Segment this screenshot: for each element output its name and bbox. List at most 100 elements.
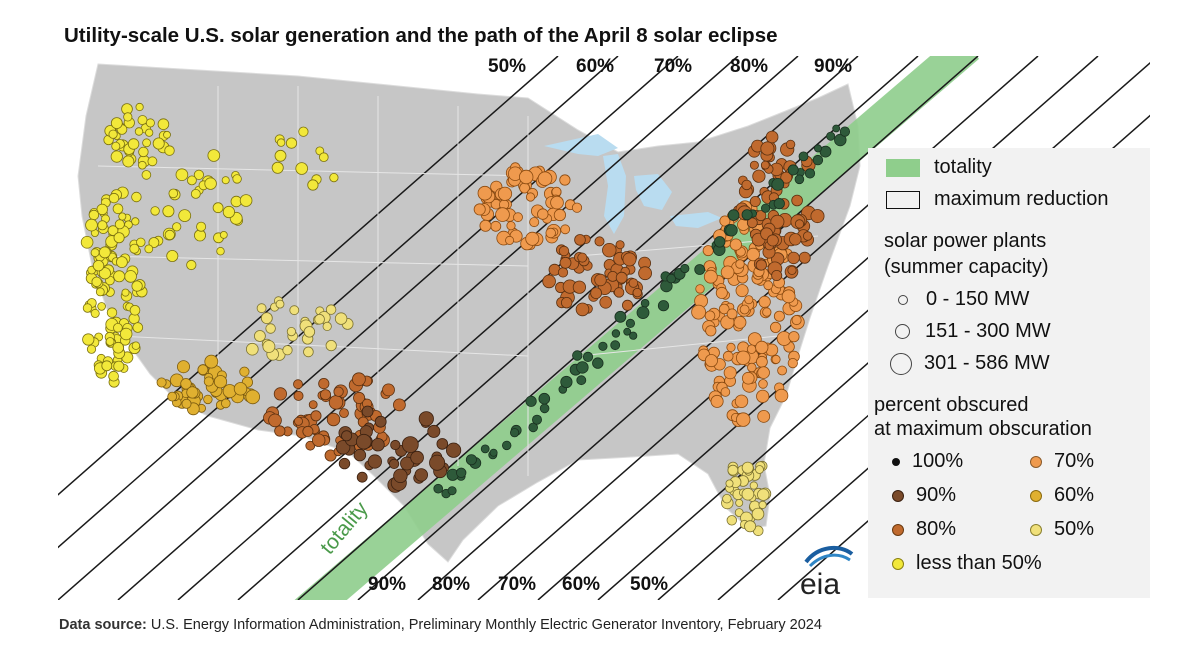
solar-plant-dot (113, 360, 125, 372)
solar-plant-dot (774, 388, 789, 403)
solar-plant-dot (594, 273, 607, 287)
solar-plant-dot (108, 192, 120, 204)
solar-plant-dot (509, 428, 520, 438)
solar-plant-dot (289, 305, 300, 316)
solar-plant-dot (465, 454, 477, 466)
solar-plant-dot (136, 237, 146, 248)
solar-plant-dot (739, 304, 750, 315)
solar-plant-dot (528, 422, 539, 433)
solar-plant-dot (741, 209, 753, 221)
solar-plant-dot (246, 342, 259, 356)
solar-plant-dot (436, 438, 449, 450)
solar-plant-dot (725, 224, 738, 237)
solar-plant-dot (371, 438, 385, 452)
solar-plant-dot (148, 237, 160, 248)
solar-plant-dot (723, 366, 737, 380)
solar-plant-dot (695, 284, 705, 294)
solar-plant-dot (382, 383, 395, 397)
solar-plant-dot (553, 208, 566, 222)
solar-plant-dot (749, 481, 758, 490)
solar-plant-dot (97, 302, 106, 311)
solar-plant-dot (116, 256, 128, 269)
solar-plant-dot (326, 412, 341, 427)
solar-plant-dot (781, 289, 796, 304)
solar-plant-dot (769, 321, 782, 333)
solar-plant-dot (303, 326, 316, 338)
solar-plant-dot (88, 209, 100, 221)
bottom-label-50: 50% (630, 574, 669, 595)
solar-plant-dot (735, 259, 745, 269)
solar-plant-dot (456, 467, 467, 479)
solar-plant-dot (575, 302, 590, 317)
solar-plant-dot (622, 299, 634, 311)
solar-plant-dot (741, 371, 755, 385)
solar-plant-dot (771, 269, 783, 281)
solar-plant-dot (97, 220, 108, 231)
solar-plant-dot (273, 387, 287, 401)
solar-plant-dot (108, 370, 119, 382)
solar-plant-dot (628, 278, 639, 288)
solar-plant-dot (90, 248, 100, 258)
eclipse-map: totality 50% 60% 70% 80% 90% 90% 80% 70%… (58, 56, 1150, 600)
max-reduction-line (58, 56, 559, 496)
legend-pct-title-1: percent obscured (874, 394, 1029, 416)
solar-plant-dot (101, 360, 113, 372)
solar-plant-dot (749, 195, 761, 207)
solar-plant-dot (537, 171, 553, 186)
solar-plant-dot (770, 214, 785, 229)
solar-plant-dot (766, 234, 779, 247)
bottom-label-70: 70% (498, 574, 537, 595)
solar-plant-dot (186, 386, 199, 399)
size-small-symbol (898, 294, 908, 305)
solar-plant-dot (131, 217, 140, 226)
solar-plant-dot (760, 141, 775, 156)
solar-plant-dot (204, 177, 217, 190)
pct-60-symbol (1030, 489, 1042, 502)
solar-plant-dot (804, 168, 816, 179)
solar-plant-dot (741, 179, 752, 191)
solar-plant-dot (632, 287, 643, 298)
solar-plant-dot (666, 273, 676, 284)
bottom-label-90: 90% (368, 574, 407, 595)
solar-plant-dot (787, 357, 798, 369)
solar-plant-dot (85, 218, 98, 232)
solar-plant-dot (113, 322, 123, 333)
solar-plant-dot (80, 236, 94, 249)
solar-plant-dot (794, 219, 805, 229)
solar-plant-dot (525, 192, 536, 202)
solar-plant-dot (479, 219, 492, 232)
solar-plant-dot (691, 304, 706, 320)
solar-plant-dot (167, 391, 178, 402)
solar-plant-dot (112, 203, 124, 215)
solar-plant-dot (286, 326, 296, 337)
solar-plant-dot (477, 185, 493, 201)
solar-plant-dot (715, 286, 728, 299)
solar-plant-dot (256, 303, 267, 314)
solar-plant-dot (164, 229, 175, 240)
solar-plant-dot (749, 160, 759, 170)
solar-plant-dot (282, 345, 293, 356)
solar-plant-dot (757, 488, 770, 501)
max-reduction-swatch (886, 190, 920, 209)
solar-plant-dot (558, 245, 570, 257)
solar-plant-dot (657, 300, 670, 312)
solar-plant-dot (318, 377, 330, 390)
solar-plant-dot (794, 174, 805, 185)
solar-plant-dot (110, 150, 123, 163)
solar-plant-dot (275, 299, 285, 309)
solar-plant-dot (735, 284, 749, 298)
solar-plant-dot (576, 375, 587, 386)
solar-plant-dot (791, 194, 803, 207)
solar-plant-dot (773, 198, 785, 210)
solar-plant-dot (615, 271, 628, 284)
solar-plant-dot (736, 412, 751, 427)
solar-plant-dot (122, 155, 135, 168)
bottom-label-80: 80% (432, 574, 471, 595)
solar-plant-dot (751, 507, 765, 521)
solar-plant-dot (812, 154, 824, 166)
solar-plant-dot (433, 483, 444, 494)
solar-plant-dot (545, 227, 556, 239)
solar-plant-dot (333, 386, 344, 397)
solar-plant-dot (221, 398, 231, 409)
solar-plant-dot (560, 224, 571, 235)
